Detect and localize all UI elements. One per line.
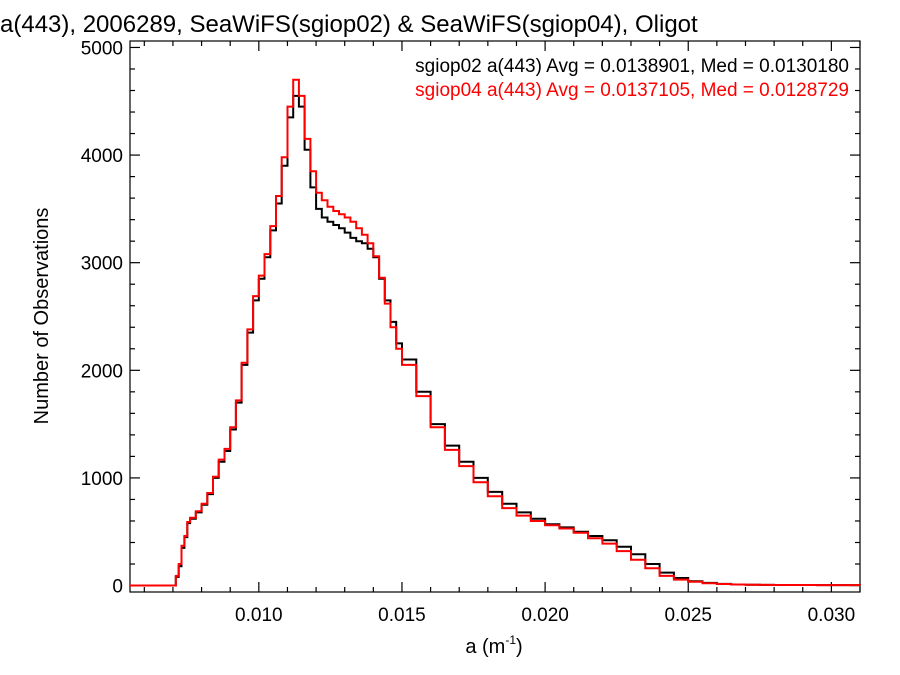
x-tick-label: 0.015 xyxy=(378,605,426,626)
series-group xyxy=(130,78,861,587)
plot-frame xyxy=(129,40,861,593)
y-tick-label: 1000 xyxy=(81,469,123,490)
legend-entry-sgiop04: sgiop04 a(443) Avg = 0.0137105, Med = 0.… xyxy=(415,80,849,101)
x-axis-ticks xyxy=(143,41,861,592)
y-tick-label: 0 xyxy=(112,577,123,598)
y-tick-label: 4000 xyxy=(81,146,123,167)
x-axis-label-close: ) xyxy=(516,636,523,658)
x-tick-label: 0.030 xyxy=(808,605,856,626)
series-line-sgiop02 xyxy=(130,94,861,587)
x-tick-label: 0.010 xyxy=(235,605,283,626)
x-axis-label-superscript: -1 xyxy=(505,633,516,647)
y-axis-tick-labels: 0 1000 2000 3000 4000 5000 xyxy=(81,38,123,597)
series-line-sgiop04 xyxy=(130,78,861,587)
y-tick-label: 5000 xyxy=(81,38,123,59)
y-tick-label: 2000 xyxy=(81,361,123,382)
chart-title: a(443), 2006289, SeaWiFS(sgiop02) & SeaW… xyxy=(0,11,698,38)
x-axis-tick-labels: 0.010 0.015 0.020 0.025 0.030 xyxy=(235,605,855,626)
x-tick-label: 0.020 xyxy=(521,605,569,626)
y-axis-label: Number of Observations xyxy=(31,208,53,425)
y-tick-label: 3000 xyxy=(81,254,123,275)
x-tick-label: 0.025 xyxy=(664,605,712,626)
y-axis-ticks xyxy=(130,46,860,587)
x-axis-label: a (m-1) xyxy=(465,633,522,658)
legend-entry-sgiop02: sgiop02 a(443) Avg = 0.0138901, Med = 0.… xyxy=(415,56,849,77)
x-axis-label-text: a (m xyxy=(465,636,505,658)
